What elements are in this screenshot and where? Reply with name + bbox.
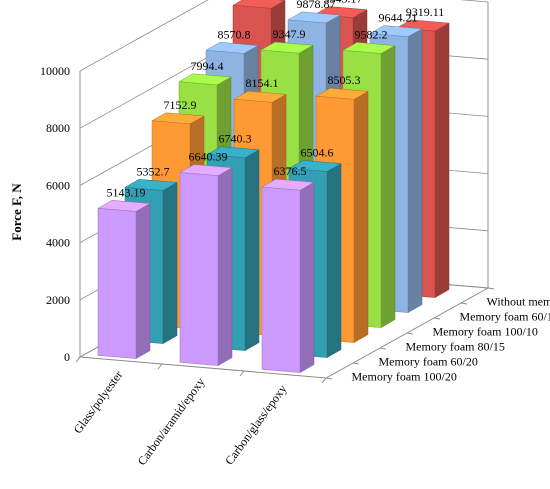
z-tick-mark — [460, 302, 468, 305]
bars — [97, 0, 450, 374]
data-label: 6740.3 — [219, 132, 252, 146]
z-tick-label: Memory foam 100/10 — [433, 325, 538, 339]
z-tick-mark — [433, 317, 441, 320]
z-tick-mark — [487, 287, 495, 290]
y-tick-label: 4000 — [46, 236, 70, 250]
data-label: 9543.17 — [324, 0, 363, 6]
z-tick-mark — [406, 332, 414, 335]
bar-front — [179, 172, 219, 366]
y-tick-label: 0 — [64, 350, 70, 364]
z-tick-label: Memory foam 100/20 — [352, 370, 457, 384]
bar-side — [434, 22, 450, 299]
bar-side — [135, 203, 151, 360]
data-label: 9582.2 — [355, 27, 388, 41]
x-axis: Glass/polyester Carbon/aramid/epoxy Carbon… — [71, 368, 290, 468]
data-label: 9878.87 — [297, 0, 336, 11]
data-label: 9347.9 — [273, 27, 306, 41]
bar-side — [326, 163, 342, 359]
bar-front — [261, 186, 301, 373]
data-labels: 9621.659543.179319.118570.89878.879644.2… — [107, 0, 445, 199]
y-axis: 0 2000 4000 6000 8000 10000 Force F, N — [9, 64, 70, 364]
data-label: 9319.11 — [406, 5, 445, 19]
z-tick-mark — [325, 377, 333, 380]
bar-side — [299, 181, 315, 374]
y-tick-label: 2000 — [46, 293, 70, 307]
bar-side — [162, 182, 178, 345]
y-tick-label: 6000 — [46, 178, 70, 192]
data-label: 8154.1 — [246, 76, 279, 90]
z-tick-label: Memory foam 80/15 — [406, 340, 505, 354]
z-tick-mark — [379, 347, 387, 350]
data-label: 7152.9 — [164, 98, 197, 112]
bar — [179, 164, 233, 367]
x-tick-mark — [157, 363, 163, 370]
data-label: 8570.8 — [218, 27, 251, 41]
z-tick-label: Memory foam 60/20 — [379, 355, 478, 369]
bar — [261, 178, 315, 374]
y-tick-label: 8000 — [46, 121, 70, 135]
z-tick-label: Without memory foam — [487, 295, 550, 309]
gridline — [79, 0, 489, 72]
bar-side — [407, 28, 423, 314]
data-label: 9644.21 — [379, 11, 418, 25]
x-tick-label: Carbon/aramid/epoxy — [135, 375, 208, 468]
bar-side — [217, 167, 233, 367]
y-axis-title: Force F, N — [9, 183, 24, 241]
bar-side — [244, 149, 260, 352]
bar-front — [97, 208, 137, 359]
data-label: 7994.4 — [191, 59, 224, 73]
z-tick-label: Memory foam 60/10 — [460, 310, 550, 324]
bar-side — [380, 45, 396, 329]
x-tick-mark — [75, 356, 81, 363]
y-tick-label: 10000 — [40, 64, 70, 78]
data-label: 6504.6 — [301, 145, 334, 159]
x-tick-label: Carbon/glass/epoxy — [222, 382, 289, 467]
data-label: 6376.5 — [274, 164, 307, 178]
data-label: 6640.39 — [189, 150, 228, 164]
x-tick-mark — [239, 370, 245, 377]
x-tick-label: Glass/polyester — [71, 368, 126, 436]
bar-side — [353, 90, 369, 344]
data-label: 8505.3 — [328, 73, 361, 87]
data-label: 5143.19 — [107, 185, 146, 199]
x-tick-mark — [321, 377, 327, 384]
data-label: 5352.7 — [137, 164, 170, 178]
z-tick-mark — [352, 362, 360, 365]
bar — [97, 200, 151, 360]
